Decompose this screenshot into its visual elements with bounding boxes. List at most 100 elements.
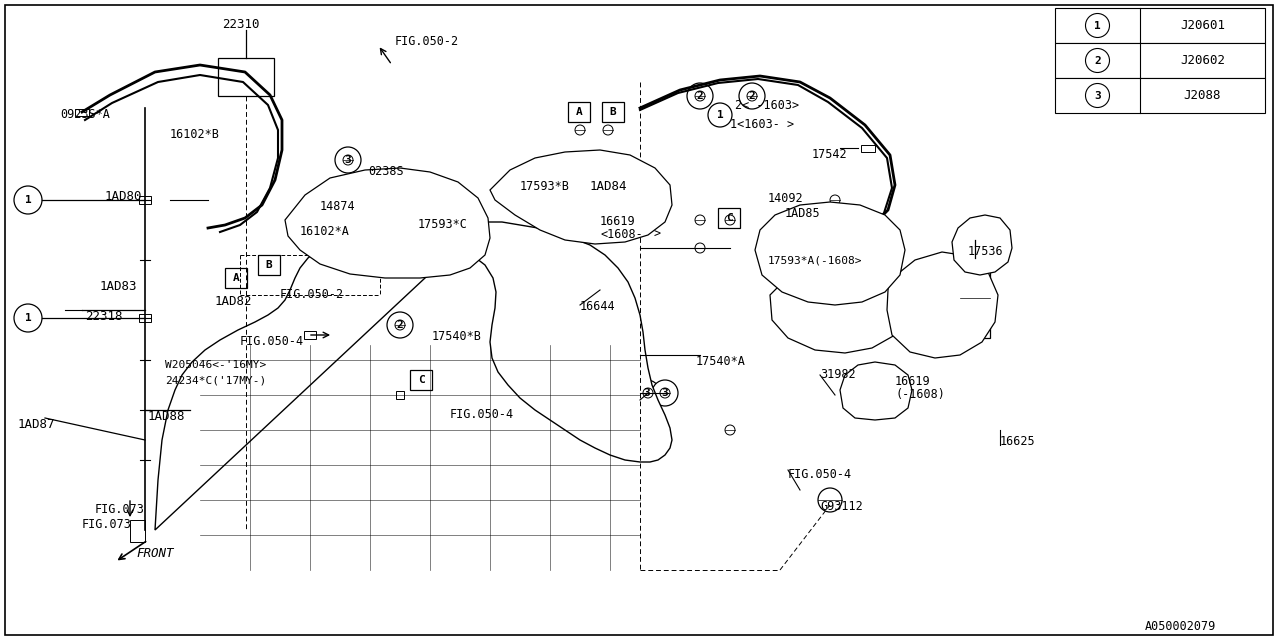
Text: 2< -1603>: 2< -1603> <box>735 99 799 112</box>
Circle shape <box>575 125 585 135</box>
Text: 1AD84: 1AD84 <box>590 180 627 193</box>
Circle shape <box>695 91 705 101</box>
Text: 1: 1 <box>24 313 32 323</box>
Polygon shape <box>887 252 998 358</box>
Text: 1: 1 <box>24 195 32 205</box>
Bar <box>861 145 876 152</box>
Text: 17593*A(-1608>: 17593*A(-1608> <box>768 255 863 265</box>
Text: 1AD88: 1AD88 <box>148 410 186 423</box>
Text: J2088: J2088 <box>1184 89 1221 102</box>
Text: <1608-: <1608- <box>600 228 643 241</box>
Text: J20601: J20601 <box>1180 19 1225 32</box>
Text: 17540*A: 17540*A <box>696 355 746 368</box>
Bar <box>218 58 274 96</box>
Text: 14092: 14092 <box>768 192 804 205</box>
Text: >: > <box>653 228 660 241</box>
Polygon shape <box>155 222 672 530</box>
Text: 3: 3 <box>662 388 668 398</box>
Text: 1AD83: 1AD83 <box>100 280 137 293</box>
Text: 0923S*A: 0923S*A <box>60 108 110 121</box>
Circle shape <box>14 186 42 214</box>
Text: 2: 2 <box>1094 56 1101 65</box>
Circle shape <box>603 125 613 135</box>
Circle shape <box>708 103 732 127</box>
Circle shape <box>343 155 353 165</box>
Polygon shape <box>490 150 672 244</box>
Circle shape <box>387 312 413 338</box>
Text: A: A <box>576 107 582 117</box>
Text: 1AD87: 1AD87 <box>18 418 55 431</box>
Polygon shape <box>840 362 913 420</box>
Text: J20602: J20602 <box>1180 54 1225 67</box>
Text: 16625: 16625 <box>1000 435 1036 448</box>
Text: 16644: 16644 <box>580 300 616 313</box>
Text: 17593*C: 17593*C <box>419 218 468 231</box>
Bar <box>1055 78 1265 113</box>
Text: 1AD80: 1AD80 <box>105 190 142 203</box>
Circle shape <box>724 425 735 435</box>
Circle shape <box>643 388 653 398</box>
Text: 16102*B: 16102*B <box>170 128 220 141</box>
Circle shape <box>634 380 660 406</box>
Text: 3: 3 <box>344 155 352 165</box>
Text: 16102*A: 16102*A <box>300 225 349 238</box>
Text: 31982: 31982 <box>820 368 855 381</box>
Text: FIG.050-2: FIG.050-2 <box>396 35 460 48</box>
Text: B: B <box>609 107 617 117</box>
Bar <box>1055 8 1265 43</box>
Text: FIG.050-4: FIG.050-4 <box>451 408 515 421</box>
Text: 14874: 14874 <box>320 200 356 213</box>
Text: 17536: 17536 <box>968 245 1004 258</box>
Text: 24234*C('17MY-): 24234*C('17MY-) <box>165 375 266 385</box>
Circle shape <box>687 83 713 109</box>
Bar <box>259 255 280 275</box>
Text: A: A <box>233 273 239 283</box>
Text: FIG.050-4: FIG.050-4 <box>788 468 852 481</box>
Text: FRONT: FRONT <box>136 547 174 560</box>
Circle shape <box>724 215 735 225</box>
Bar <box>76 109 90 116</box>
Text: FIG.050-4: FIG.050-4 <box>241 335 305 348</box>
Circle shape <box>335 147 361 173</box>
Bar <box>225 268 247 288</box>
Bar <box>140 314 151 322</box>
Text: W205046<-'16MY>: W205046<-'16MY> <box>165 360 266 370</box>
Text: FIG.073: FIG.073 <box>95 503 145 516</box>
Bar <box>1055 43 1265 78</box>
Bar <box>568 102 590 122</box>
Circle shape <box>1085 49 1110 72</box>
Circle shape <box>660 388 669 398</box>
Circle shape <box>14 304 42 332</box>
Text: C: C <box>726 213 732 223</box>
Text: FIG.073: FIG.073 <box>82 518 132 531</box>
Bar <box>410 370 433 390</box>
Text: 17593*B: 17593*B <box>520 180 570 193</box>
Circle shape <box>739 83 765 109</box>
Bar <box>140 196 151 204</box>
Bar <box>718 208 740 228</box>
Text: 2: 2 <box>696 91 704 101</box>
Polygon shape <box>771 248 910 353</box>
Text: 22310: 22310 <box>221 18 260 31</box>
Text: G93112: G93112 <box>820 500 863 513</box>
Text: 16619: 16619 <box>600 215 636 228</box>
Text: 22318: 22318 <box>84 310 123 323</box>
Text: 1: 1 <box>717 110 723 120</box>
Text: FIG.050-2: FIG.050-2 <box>280 288 344 301</box>
Bar <box>396 391 404 399</box>
Text: 1<1603- >: 1<1603- > <box>730 118 794 131</box>
Text: 2: 2 <box>749 91 755 101</box>
Bar <box>131 520 145 542</box>
Circle shape <box>695 243 705 253</box>
Circle shape <box>695 215 705 225</box>
Circle shape <box>818 488 842 512</box>
Polygon shape <box>755 202 905 305</box>
Text: (-1608): (-1608) <box>895 388 945 401</box>
Circle shape <box>829 195 840 205</box>
Circle shape <box>1085 83 1110 108</box>
Text: 0238S: 0238S <box>369 165 403 178</box>
Text: 17540*B: 17540*B <box>433 330 481 343</box>
Text: 3: 3 <box>644 388 650 398</box>
Circle shape <box>396 320 404 330</box>
Bar <box>960 258 989 338</box>
